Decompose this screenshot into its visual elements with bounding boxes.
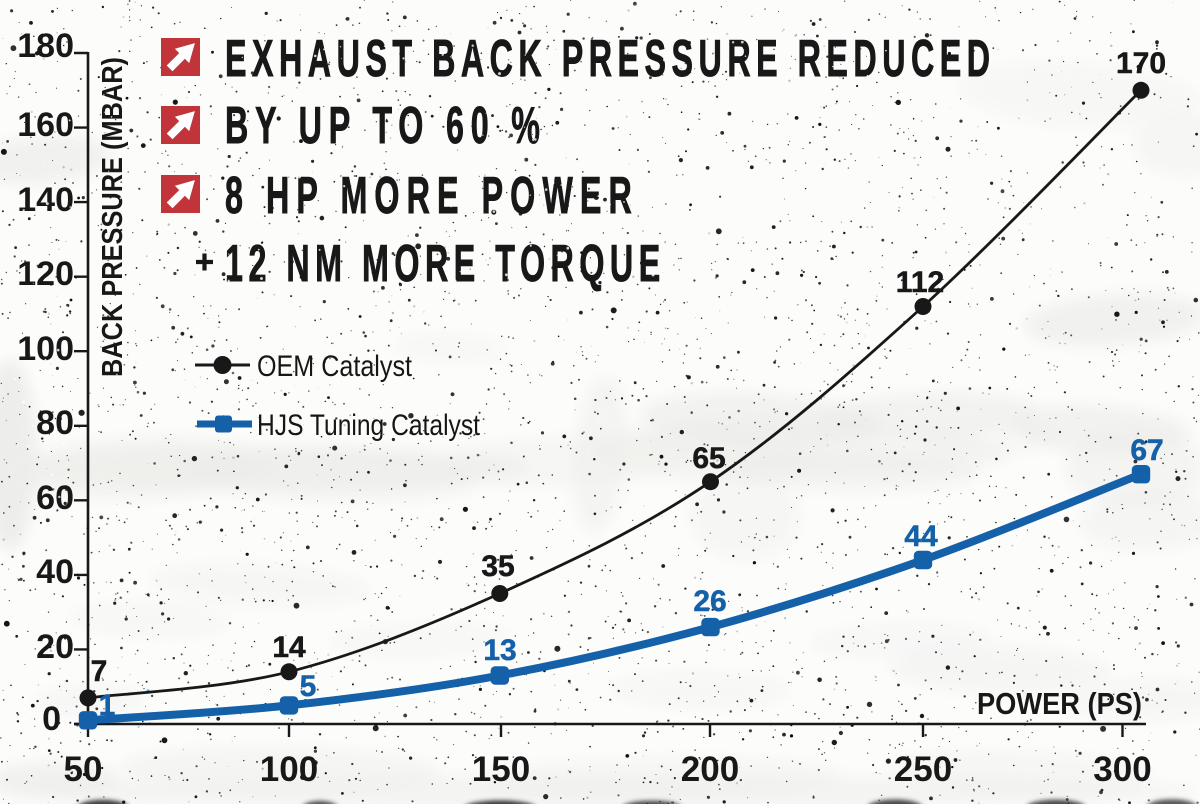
svg-text:7: 7 xyxy=(91,655,108,688)
svg-text:112: 112 xyxy=(896,266,944,299)
svg-text:8 HP MORE POWER: 8 HP MORE POWER xyxy=(225,167,632,225)
svg-text:150: 150 xyxy=(472,750,530,789)
svg-text:120: 120 xyxy=(17,255,74,293)
svg-text:0: 0 xyxy=(42,700,61,738)
svg-text:300: 300 xyxy=(1093,750,1151,789)
svg-text:20: 20 xyxy=(36,628,74,666)
svg-text:180: 180 xyxy=(17,27,74,65)
svg-text:EXHAUST BACK PRESSURE REDUCED: EXHAUST BACK PRESSURE REDUCED xyxy=(225,30,990,88)
svg-text:80: 80 xyxy=(36,404,74,442)
svg-text:100: 100 xyxy=(260,750,318,789)
svg-text:BACK PRESSURE (MBAR): BACK PRESSURE (MBAR) xyxy=(97,57,129,377)
svg-text:POWER (PS): POWER (PS) xyxy=(977,686,1142,721)
svg-text:60: 60 xyxy=(36,479,74,517)
svg-text:13: 13 xyxy=(483,634,516,667)
svg-text:5: 5 xyxy=(300,670,317,703)
svg-text:12 NM MORE TORQUE: 12 NM MORE TORQUE xyxy=(225,235,660,293)
svg-text:35: 35 xyxy=(481,550,514,583)
svg-text:200: 200 xyxy=(681,750,739,789)
svg-text:170: 170 xyxy=(1116,47,1166,80)
svg-text:100: 100 xyxy=(17,330,74,368)
svg-text:HJS Tuning Catalyst: HJS Tuning Catalyst xyxy=(257,409,481,442)
svg-text:65: 65 xyxy=(692,442,725,475)
svg-text:140: 140 xyxy=(17,181,74,219)
svg-text:26: 26 xyxy=(693,585,726,618)
svg-text:160: 160 xyxy=(17,106,74,144)
svg-text:OEM Catalyst: OEM Catalyst xyxy=(257,350,413,383)
svg-text:44: 44 xyxy=(904,520,938,553)
svg-text:250: 250 xyxy=(894,750,952,789)
svg-text:1: 1 xyxy=(99,689,116,722)
svg-text:50: 50 xyxy=(64,750,103,789)
svg-text:67: 67 xyxy=(1130,434,1163,467)
svg-text:40: 40 xyxy=(36,553,74,591)
svg-text:14: 14 xyxy=(272,631,306,664)
